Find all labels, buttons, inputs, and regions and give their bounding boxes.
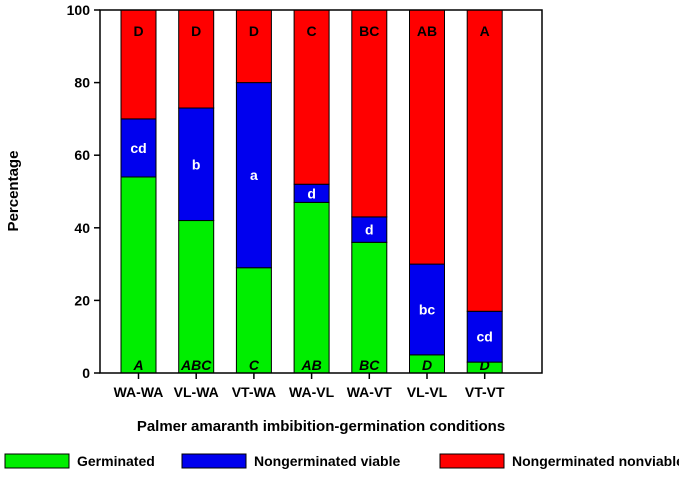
y-tick-label: 40 — [74, 220, 90, 236]
nonviable-letter: D — [191, 23, 201, 39]
viable-letter: d — [365, 222, 374, 238]
nonviable-letter: A — [480, 23, 490, 39]
bar-segment-vt-vt-1 — [466, 310, 503, 363]
legend-swatch — [4, 453, 70, 469]
bar-segment-wa-vt-2 — [351, 9, 388, 218]
x-tick-label: VT-WA — [232, 384, 276, 400]
viable-letter: b — [192, 156, 201, 172]
viable-letter: cd — [130, 140, 146, 156]
legend-label: Nongerminated nonviable — [512, 453, 679, 469]
x-tick-label: WA-VT — [347, 384, 393, 400]
bar-segment-vl-wa-0 — [178, 220, 215, 374]
bar-segment-wa-wa-0 — [120, 176, 157, 374]
bar-segment-vt-vt-2 — [466, 9, 503, 312]
bar-segment-wa-wa-1 — [120, 118, 157, 178]
germinated-letter: D — [480, 357, 490, 373]
y-tick-label: 20 — [74, 292, 90, 308]
germinated-letter: BC — [359, 357, 380, 373]
germinated-letter: A — [132, 357, 143, 373]
viable-letter: d — [307, 185, 316, 201]
x-tick-label: VL-VL — [407, 384, 448, 400]
nonviable-letter: D — [133, 23, 143, 39]
bar-segment-vl-wa-2 — [178, 9, 215, 109]
nonviable-letter: AB — [417, 23, 437, 39]
x-tick-label: VL-WA — [174, 384, 219, 400]
bar-segment-wa-vl-0 — [293, 201, 330, 374]
x-tick-label: WA-WA — [114, 384, 164, 400]
y-axis-label: Percentage — [5, 151, 22, 232]
nonviable-letter: C — [307, 23, 317, 39]
x-axis-label: Palmer amaranth imbibition-germination c… — [137, 418, 505, 435]
bar-segment-wa-wa-2 — [120, 9, 157, 120]
plot-frame — [99, 9, 543, 374]
legend-swatch — [181, 453, 247, 469]
germinated-letter: C — [249, 357, 260, 373]
nonviable-letter: D — [249, 23, 259, 39]
nonviable-letter: BC — [359, 23, 379, 39]
y-tick-label: 80 — [74, 75, 90, 91]
y-tick-label: 60 — [74, 147, 90, 163]
x-tick-label: WA-VL — [289, 384, 335, 400]
legend: Germinated Nongerminated viable Nongermina… — [4, 453, 679, 469]
bar-segment-vl-vl-2 — [409, 9, 445, 265]
legend-label: Nongerminated viable — [254, 453, 400, 469]
germinated-letter: ABC — [180, 357, 212, 373]
germinated-letter: D — [422, 357, 432, 373]
viable-letter: a — [250, 167, 258, 183]
germinated-letter: AB — [300, 357, 321, 373]
axes-group: WA-WA VL-WA VT-WA WA-VL WA-VT VL-VL VT-VT 0 20 40… — [67, 2, 505, 400]
y-tick-label: 100 — [67, 2, 91, 18]
bar-segment-wa-vt-0 — [351, 241, 388, 374]
viable-letter: cd — [477, 329, 493, 345]
bar-segment-vt-wa-1 — [235, 82, 272, 269]
y-tick-label: 0 — [82, 365, 90, 381]
legend-label: Germinated — [77, 453, 155, 469]
bar-segment-wa-vt-1 — [351, 216, 388, 243]
bar-segment-wa-vl-2 — [293, 9, 330, 185]
bar-segment-vl-vl-1 — [409, 263, 445, 356]
legend-swatch — [439, 453, 505, 469]
x-tick-label: VT-VT — [465, 384, 505, 400]
bar-segment-vt-wa-2 — [235, 9, 272, 84]
bars-group: Acd D ABC b D Ca D AB d C BC d BC Dbc AB Dcd A — [120, 9, 503, 374]
viable-letter: bc — [419, 301, 436, 317]
